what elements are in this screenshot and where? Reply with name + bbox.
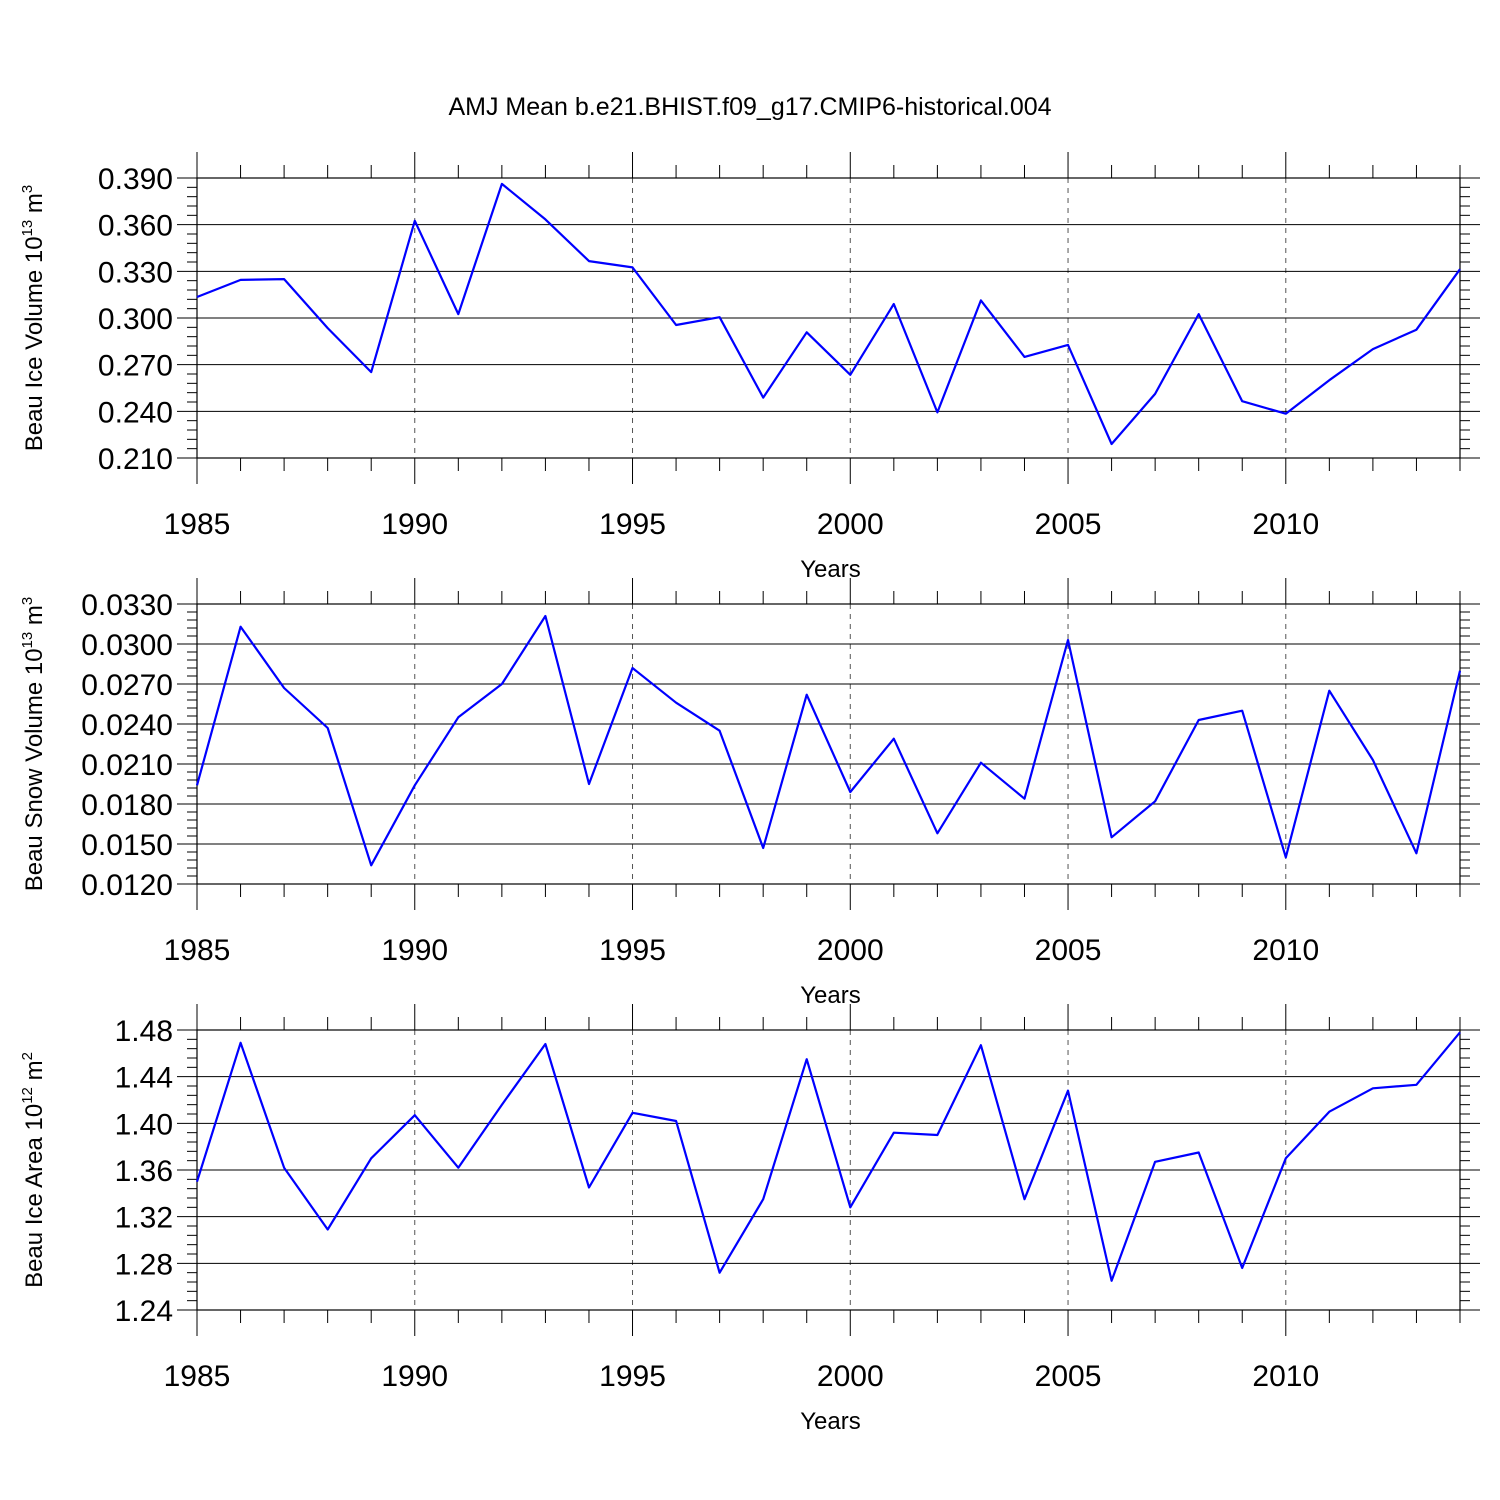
ice-volume-y-tick-label: 0.360 bbox=[98, 210, 173, 243]
ice-area-y-tick-label: 1.28 bbox=[115, 1248, 173, 1281]
ice-volume-x-axis-title: Years bbox=[800, 556, 861, 583]
ice-area-x-axis-title: Years bbox=[800, 1408, 861, 1435]
snow-volume-y-axis-title: Beau Snow Volume 1013 m3 bbox=[19, 597, 48, 892]
ice-area-series-line bbox=[195, 1031, 1461, 1282]
snow-volume-y-tick-label: 0.0330 bbox=[81, 589, 173, 622]
ice-area-x-tick-label: 2000 bbox=[817, 1360, 884, 1393]
ice-volume-y-tick-label: 0.270 bbox=[98, 350, 173, 383]
snow-volume-x-tick-label: 1990 bbox=[381, 934, 448, 967]
ice-area-x-tick-label: 2010 bbox=[1252, 1360, 1319, 1393]
chart-title: AMJ Mean b.e21.BHIST.f09_g17.CMIP6-histo… bbox=[448, 93, 1051, 121]
snow-volume-x-tick-label: 2000 bbox=[817, 934, 884, 967]
snow-volume-y-tick-label: 0.0120 bbox=[81, 869, 173, 902]
ice-volume-x-tick-label: 1985 bbox=[164, 508, 231, 541]
snow-volume-y-tick-label: 0.0150 bbox=[81, 829, 173, 862]
ice-area-x-tick-label: 1985 bbox=[164, 1360, 231, 1393]
ice-area-y-axis-title: Beau Ice Area 1012 m2 bbox=[19, 1052, 48, 1288]
ice-volume-x-tick-label: 1990 bbox=[381, 508, 448, 541]
snow-volume-y-tick-label: 0.0180 bbox=[81, 789, 173, 822]
snow-volume-y-tick-label: 0.0300 bbox=[81, 629, 173, 662]
panel-ice-area: 1.24 1.28 1.32 1.36 1.40 1.44 1.48 1985 1990 1995… bbox=[19, 1004, 1480, 1435]
snow-volume-x-tick-label: 1995 bbox=[599, 934, 666, 967]
ice-volume-y-axis-title: Beau Ice Volume 1013 m3 bbox=[19, 185, 48, 452]
ice-area-y-tick-label: 1.48 bbox=[115, 1015, 173, 1048]
ice-area-x-tick-label: 2005 bbox=[1035, 1360, 1102, 1393]
snow-volume-x-tick-label: 1985 bbox=[164, 934, 231, 967]
ice-area-y-tick-label: 1.36 bbox=[115, 1155, 173, 1188]
snow-volume-plot-frame bbox=[196, 603, 1461, 885]
ice-volume-x-tick-label: 2000 bbox=[817, 508, 884, 541]
ice-volume-y-tick-label: 0.210 bbox=[98, 443, 173, 476]
snow-volume-y-tick-label: 0.0270 bbox=[81, 669, 173, 702]
ice-area-y-tick-label: 1.44 bbox=[115, 1062, 173, 1095]
panel-ice-volume: 0.210 0.240 0.270 0.300 0.330 0.360 0.390 1985 1… bbox=[19, 152, 1480, 583]
panel-snow-volume: 0.0120 0.0150 0.0180 0.0210 0.0240 0.0270 0.03… bbox=[19, 578, 1480, 1009]
snow-volume-x-tick-label: 2005 bbox=[1035, 934, 1102, 967]
ice-area-y-tick-label: 1.40 bbox=[115, 1108, 173, 1141]
snow-volume-x-tick-label: 2010 bbox=[1252, 934, 1319, 967]
ice-volume-series-line bbox=[196, 182, 1461, 446]
ice-volume-x-tick-label: 1995 bbox=[599, 508, 666, 541]
ice-volume-y-tick-label: 0.390 bbox=[98, 163, 173, 196]
ice-volume-x-tick-label: 2010 bbox=[1252, 508, 1319, 541]
ice-area-x-tick-label: 1995 bbox=[599, 1360, 666, 1393]
snow-volume-series-line bbox=[195, 614, 1462, 867]
ice-volume-y-tick-label: 0.240 bbox=[98, 396, 173, 429]
ice-volume-x-tick-label: 2005 bbox=[1035, 508, 1102, 541]
ice-area-x-tick-label: 1990 bbox=[381, 1360, 448, 1393]
ice-area-y-tick-label: 1.24 bbox=[115, 1295, 173, 1328]
ice-area-y-tick-label: 1.32 bbox=[115, 1202, 173, 1235]
snow-volume-y-tick-label: 0.0210 bbox=[81, 749, 173, 782]
snow-volume-x-axis-title: Years bbox=[800, 982, 861, 1009]
snow-volume-y-tick-label: 0.0240 bbox=[81, 709, 173, 742]
ice-volume-y-tick-label: 0.300 bbox=[98, 303, 173, 336]
ice-volume-y-tick-label: 0.330 bbox=[98, 256, 173, 289]
